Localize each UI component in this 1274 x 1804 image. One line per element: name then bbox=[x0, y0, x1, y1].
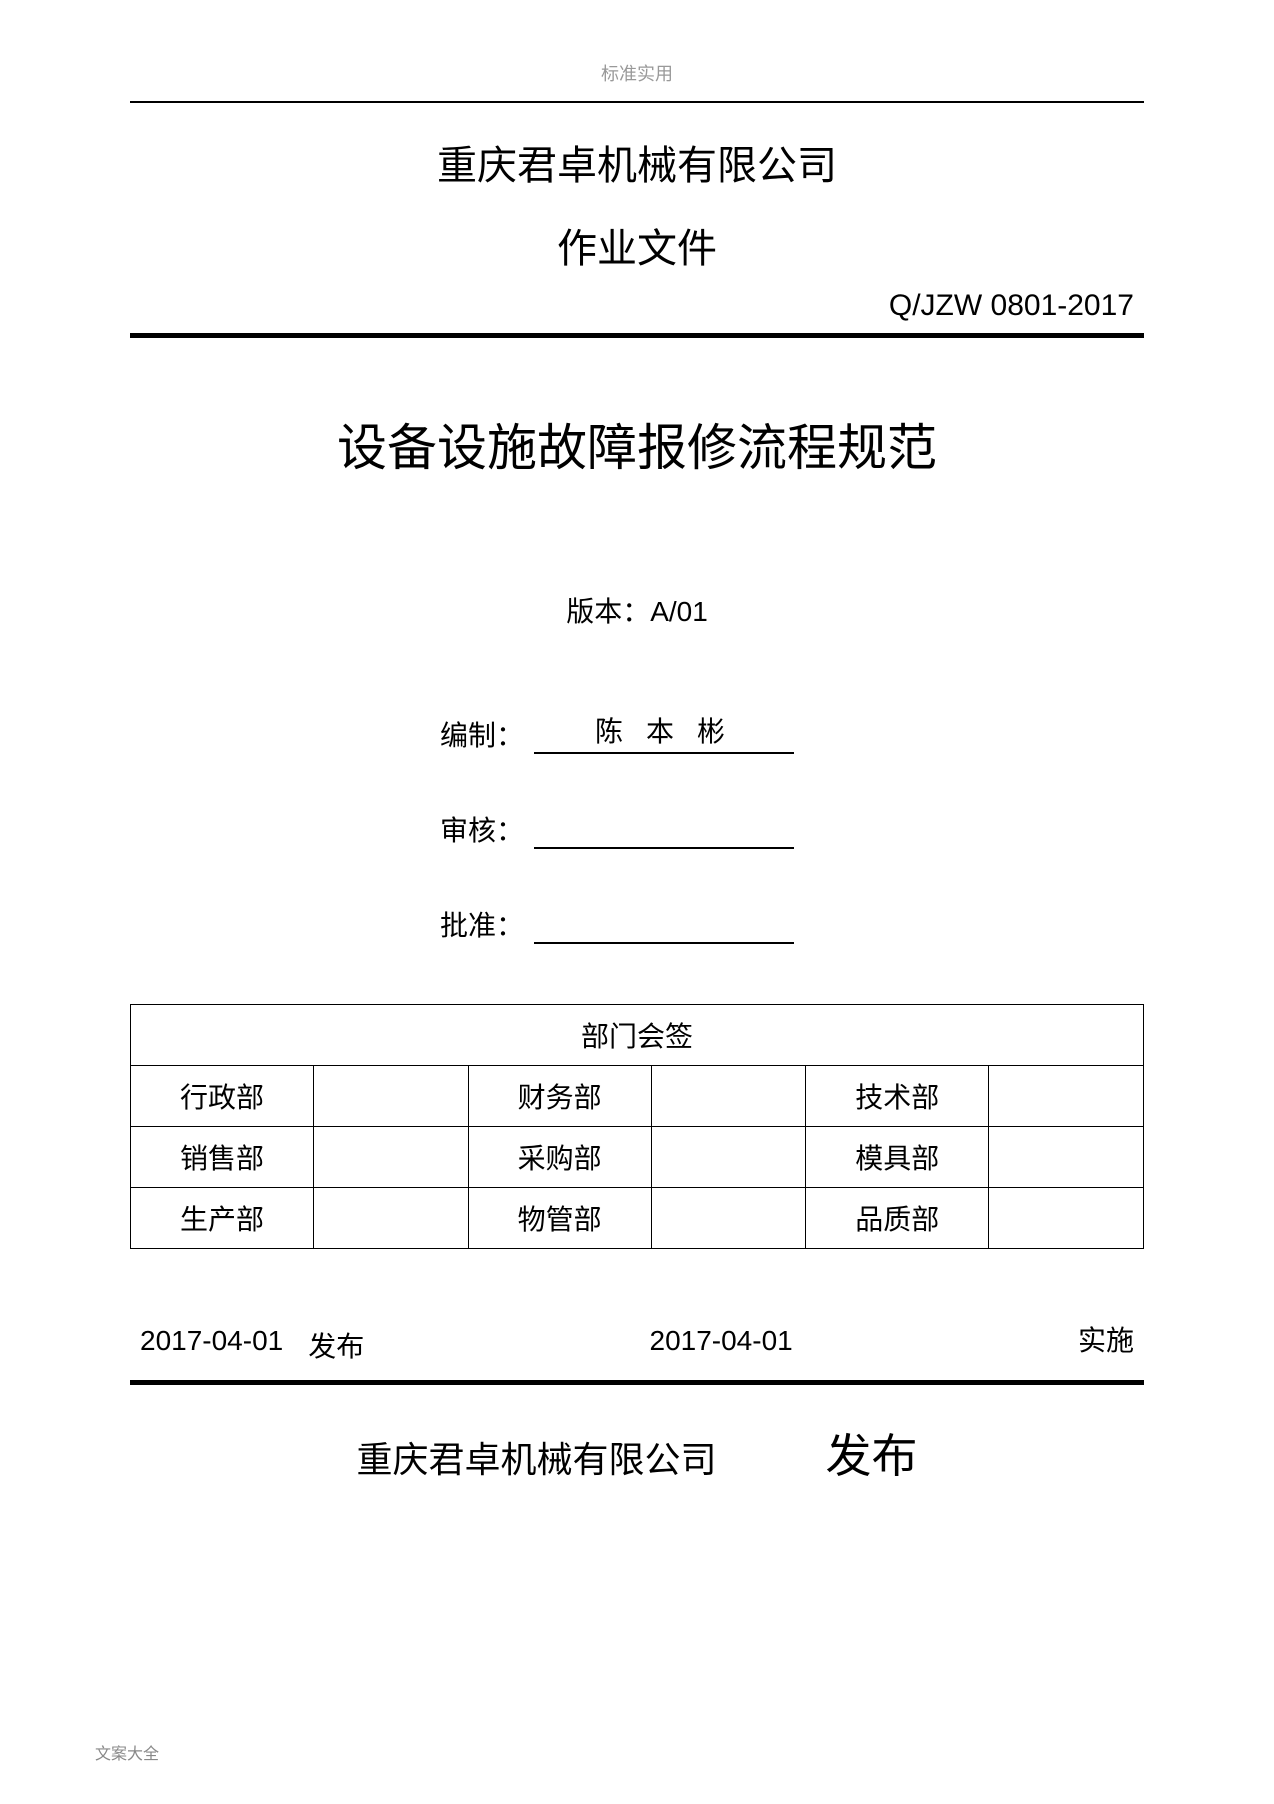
version-line: 版本：A/01 bbox=[130, 590, 1144, 630]
signature-block: 编制： 陈 本 彬 审核： 批准： bbox=[440, 710, 1144, 944]
approve-value bbox=[534, 914, 794, 944]
dept-cell bbox=[651, 1188, 806, 1249]
dept-cell: 财务部 bbox=[468, 1066, 651, 1127]
review-label: 审核： bbox=[440, 809, 524, 849]
compile-value: 陈 本 彬 bbox=[534, 710, 794, 754]
implement-date: 2017-04-01 bbox=[650, 1325, 793, 1357]
dept-cell: 销售部 bbox=[131, 1127, 314, 1188]
sig-row-compile: 编制： 陈 本 彬 bbox=[440, 710, 1144, 754]
date-row: 2017-04-01 发布 2017-04-01 实施 bbox=[130, 1319, 1144, 1365]
implement-label: 实施 bbox=[1078, 1319, 1134, 1359]
dept-cell bbox=[651, 1127, 806, 1188]
dept-cell: 采购部 bbox=[468, 1127, 651, 1188]
dept-cell: 模具部 bbox=[806, 1127, 989, 1188]
issuer-action: 发布 bbox=[826, 1431, 918, 1482]
table-row: 行政部 财务部 技术部 bbox=[131, 1066, 1144, 1127]
dept-cell: 品质部 bbox=[806, 1188, 989, 1249]
table-row: 生产部 物管部 品质部 bbox=[131, 1188, 1144, 1249]
issuer-row: 重庆君卓机械有限公司 发布 bbox=[130, 1420, 1144, 1486]
sig-row-review: 审核： bbox=[440, 809, 1144, 849]
thick-rule-top bbox=[130, 333, 1144, 338]
dept-cell: 物管部 bbox=[468, 1188, 651, 1249]
dept-cell bbox=[651, 1066, 806, 1127]
approve-label: 批准： bbox=[440, 904, 524, 944]
dept-cell: 技术部 bbox=[806, 1066, 989, 1127]
dept-cell bbox=[313, 1127, 468, 1188]
company-name: 重庆君卓机械有限公司 bbox=[130, 133, 1144, 191]
dept-cell bbox=[989, 1188, 1144, 1249]
thick-rule-bottom bbox=[130, 1380, 1144, 1385]
top-rule bbox=[130, 101, 1144, 103]
doc-type: 作业文件 bbox=[130, 216, 1144, 274]
dept-cell bbox=[313, 1066, 468, 1127]
dept-cell: 生产部 bbox=[131, 1188, 314, 1249]
main-title: 设备设施故障报修流程规范 bbox=[130, 408, 1144, 480]
publish-date: 2017-04-01 bbox=[140, 1325, 283, 1365]
version-value: A/01 bbox=[650, 596, 708, 627]
dept-table-header: 部门会签 bbox=[131, 1005, 1144, 1066]
footer-label: 文案大全 bbox=[95, 1740, 159, 1764]
issuer-company: 重庆君卓机械有限公司 bbox=[356, 1440, 716, 1480]
dept-cell bbox=[989, 1066, 1144, 1127]
review-value bbox=[534, 819, 794, 849]
version-label: 版本： bbox=[566, 597, 650, 628]
publish-group: 2017-04-01 发布 bbox=[140, 1325, 364, 1365]
dept-signoff-table: 部门会签 行政部 财务部 技术部 销售部 采购部 模具部 生产部 物管部 品质部 bbox=[130, 1004, 1144, 1249]
compile-label: 编制： bbox=[440, 714, 524, 754]
dept-cell bbox=[313, 1188, 468, 1249]
publish-label: 发布 bbox=[308, 1325, 364, 1365]
table-row: 销售部 采购部 模具部 bbox=[131, 1127, 1144, 1188]
doc-code: Q/JZW 0801-2017 bbox=[130, 289, 1144, 323]
dept-cell: 行政部 bbox=[131, 1066, 314, 1127]
sig-row-approve: 批准： bbox=[440, 904, 1144, 944]
header-label: 标准实用 bbox=[130, 60, 1144, 86]
dept-cell bbox=[989, 1127, 1144, 1188]
